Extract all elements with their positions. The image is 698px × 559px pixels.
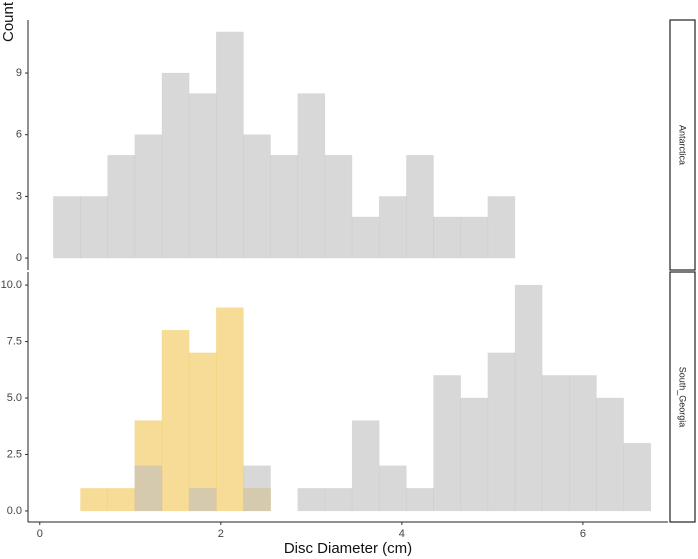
bar [324, 488, 353, 512]
x-tick-label: 2 [218, 528, 224, 540]
bar [216, 31, 244, 259]
y-tick-label: 3 [16, 190, 22, 202]
bar [569, 375, 597, 512]
strip-label: South_Georgia [678, 367, 688, 428]
bar [161, 72, 190, 259]
strip [669, 271, 696, 523]
bar [487, 196, 516, 259]
bar [188, 352, 217, 512]
bar [351, 216, 380, 259]
bar [378, 196, 407, 259]
bar [297, 488, 326, 512]
bar [487, 352, 516, 512]
y-tick-label: 5.0 [7, 392, 22, 404]
bar [596, 397, 624, 512]
bar [80, 196, 108, 259]
bar [297, 93, 326, 259]
bar [243, 134, 271, 259]
bar [378, 465, 407, 512]
bar [134, 134, 163, 259]
bar [433, 375, 461, 512]
y-tick-label: 0.0 [7, 505, 22, 517]
strip-label: Antarctica [678, 125, 688, 165]
bar [107, 488, 136, 512]
bar [351, 420, 380, 512]
bar [80, 488, 108, 512]
y-tick-label: 0 [16, 252, 22, 264]
bar [324, 155, 353, 259]
y-tick-label: 6 [16, 129, 22, 141]
y-tick-label: 10.0 [1, 279, 22, 291]
y-tick-label: 9 [16, 67, 22, 79]
bar [134, 465, 163, 512]
x-tick-label: 6 [580, 528, 586, 540]
bar [270, 155, 299, 259]
y-tick-label: 7.5 [7, 335, 22, 347]
bar [460, 397, 489, 512]
bar [623, 442, 652, 512]
x-tick-label: 4 [399, 528, 405, 540]
y-axis-label: Count [0, 1, 17, 42]
bar [514, 284, 543, 512]
x-tick-label: 0 [37, 528, 43, 540]
bar [406, 155, 434, 259]
x-axis-label: Disc Diameter (cm) [284, 540, 412, 557]
bar [188, 488, 217, 512]
bar [460, 216, 489, 259]
bar [53, 196, 81, 259]
bar [188, 93, 217, 259]
y-tick-label: 2.5 [7, 448, 22, 460]
bar [541, 375, 570, 512]
strip [669, 19, 696, 271]
bar [107, 155, 136, 259]
bar [433, 216, 461, 259]
bar [161, 330, 190, 512]
bar [243, 465, 271, 512]
bar [216, 307, 244, 512]
bar [406, 488, 434, 512]
